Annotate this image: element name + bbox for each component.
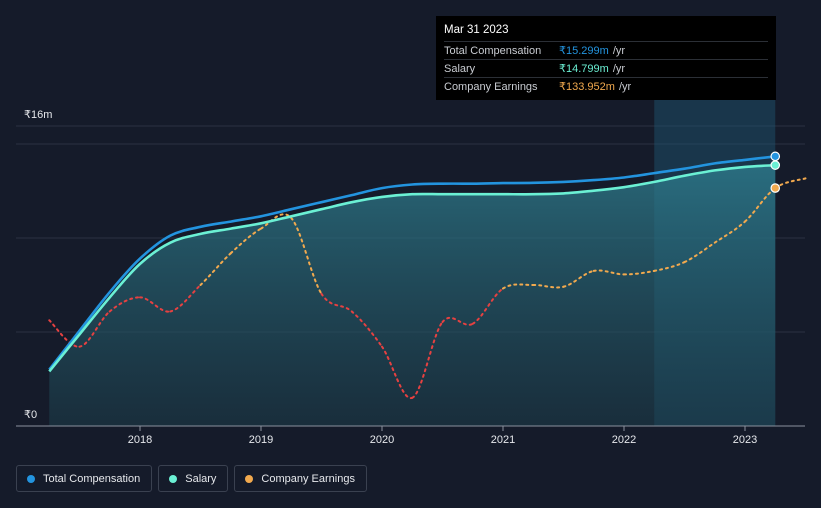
company-earnings-segment <box>774 177 807 190</box>
total-compensation-marker <box>770 151 781 162</box>
company-earnings-segment <box>653 261 686 272</box>
company-earnings-segment <box>471 287 504 325</box>
company-earnings-segment <box>290 217 323 295</box>
company-earnings-segment <box>169 284 202 313</box>
tooltip-date: Mar 31 2023 <box>444 24 509 36</box>
tooltip-row-total-compensation: Total Compensation ₹15.299m /yr <box>444 41 768 59</box>
company-earnings-segment <box>562 269 595 288</box>
legend-label: Company Earnings <box>261 472 355 485</box>
tooltip-unit: /yr <box>612 62 626 75</box>
x-tick-label-2020: 2020 <box>370 434 394 446</box>
legend-dot-icon <box>169 474 178 483</box>
legend-dot-icon <box>27 474 35 483</box>
company-earnings-segment <box>713 220 746 244</box>
x-axis-ticks: 2018 2019 2020 2021 2022 2023 <box>128 426 757 446</box>
company-earnings-segment <box>139 296 172 313</box>
tooltip-value: ₹15.299m <box>559 45 609 57</box>
tooltip-row-company-earnings: Company Earnings ₹133.952m /yr <box>444 77 768 95</box>
tooltip-row-salary: Salary ₹14.799m /yr <box>444 59 768 77</box>
tooltip-label: Total Compensation <box>444 44 542 57</box>
legend-label: Total Compensation <box>43 472 141 485</box>
company-earnings-segment <box>78 310 111 348</box>
company-earnings-segment <box>320 292 353 313</box>
x-tick-label-2021: 2021 <box>491 434 515 446</box>
legend-item-total-compensation[interactable]: Total Compensation <box>16 465 153 492</box>
legend-dot-icon <box>245 474 254 483</box>
company-earnings-segment <box>48 319 81 348</box>
company-earnings-segment <box>532 283 565 289</box>
company-earnings-segment <box>229 227 262 255</box>
total-compensation-line <box>48 155 776 371</box>
tooltip: Mar 31 2023 Total Compensation ₹15.299m … <box>436 16 776 100</box>
x-tick-label-2018: 2018 <box>128 434 152 446</box>
tooltip-unit: /yr <box>612 44 626 57</box>
legend: Total Compensation Salary Company Earnin… <box>16 465 367 492</box>
company-earnings-segment <box>683 241 716 264</box>
legend-item-company-earnings[interactable]: Company Earnings <box>234 465 367 492</box>
x-tick-label-2023: 2023 <box>733 434 757 446</box>
company-earnings-segment <box>592 269 625 276</box>
legend-item-salary[interactable]: Salary <box>158 465 229 492</box>
tooltip-label: Salary <box>444 62 476 75</box>
tooltip-label: Company Earnings <box>444 80 538 93</box>
salary-line <box>48 163 776 373</box>
tooltip-value: ₹14.799m <box>559 63 609 75</box>
x-tick-label-2022: 2022 <box>612 434 636 446</box>
company-earnings-marker <box>770 183 781 193</box>
tooltip-unit: /yr <box>618 80 632 93</box>
company-earnings-segment <box>108 296 141 313</box>
company-earnings-segment <box>441 316 474 326</box>
tooltip-value: ₹133.952m <box>559 81 615 93</box>
company-earnings-segment <box>411 321 444 399</box>
y-tick-label-top: ₹16m <box>24 109 52 121</box>
company-earnings-line <box>48 177 807 399</box>
legend-label: Salary <box>185 472 217 485</box>
end-markers <box>770 151 781 193</box>
x-tick-label-2019: 2019 <box>249 434 273 446</box>
y-tick-label-bottom: ₹0 <box>24 409 37 421</box>
company-earnings-segment <box>502 283 535 290</box>
company-earnings-segment <box>623 269 656 276</box>
salary-area-fill <box>49 165 776 426</box>
company-earnings-segment <box>350 310 383 348</box>
salary-marker <box>770 160 781 170</box>
company-earnings-segment <box>381 345 414 399</box>
